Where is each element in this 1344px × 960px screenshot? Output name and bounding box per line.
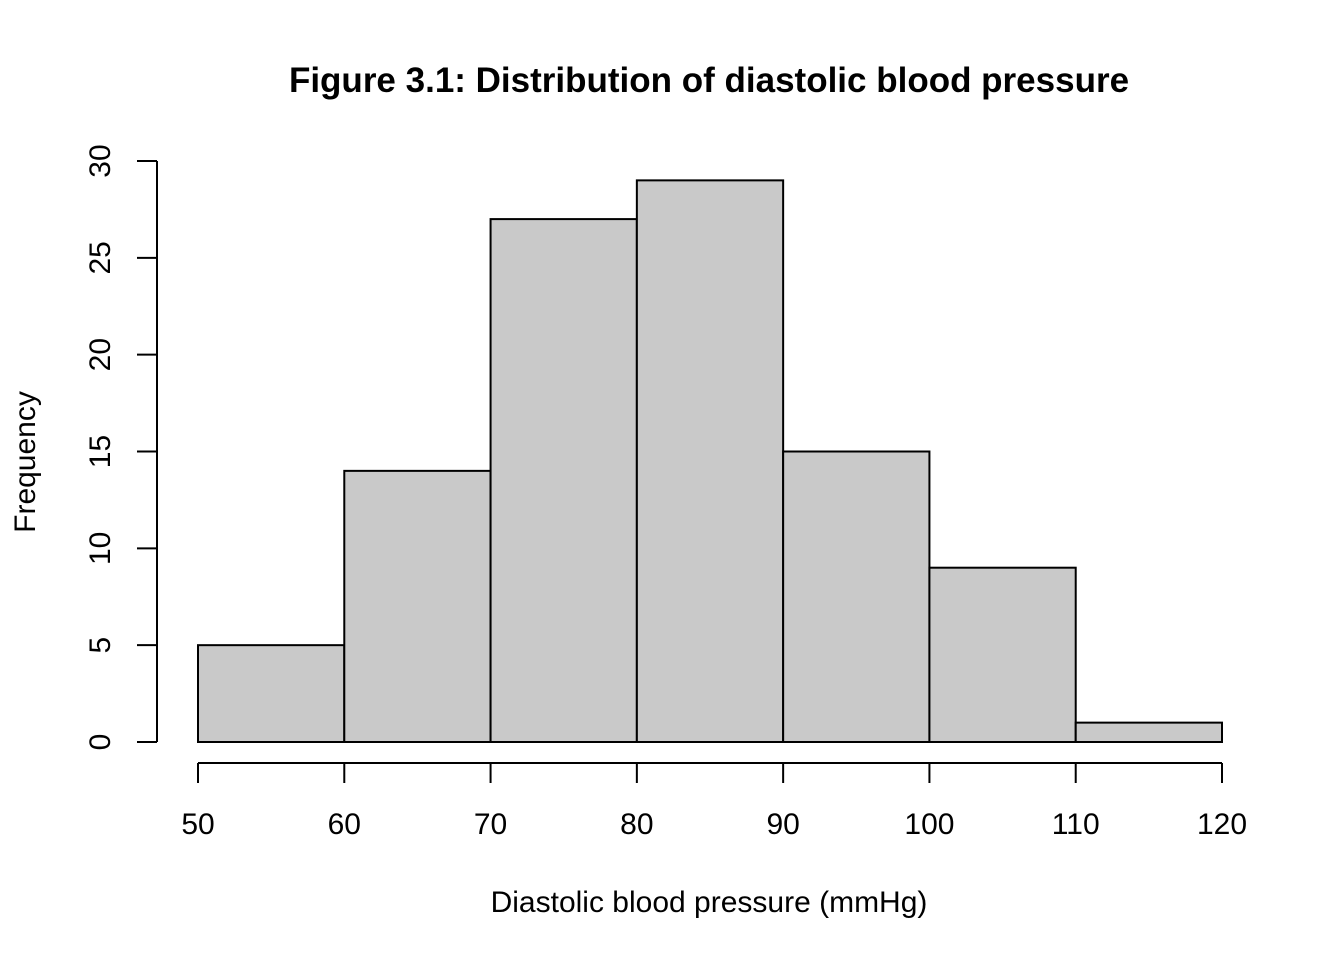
y-axis-label: Frequency <box>9 391 42 533</box>
x-tick-label-6: 110 <box>1052 808 1100 841</box>
x-tick-label-7: 120 <box>1197 808 1247 841</box>
y-tick-label-2: 10 <box>84 532 117 565</box>
x-tick-label-0: 50 <box>181 808 214 841</box>
histogram-bar-0 <box>197 644 346 744</box>
y-tick-label-1: 5 <box>84 637 117 654</box>
x-tick-label-5: 100 <box>904 808 954 841</box>
histogram-bar-4 <box>782 450 931 743</box>
y-tick-label-6: 30 <box>84 144 117 177</box>
y-tick-label-0: 0 <box>84 734 117 751</box>
y-tick-label-4: 20 <box>84 338 117 371</box>
x-tick-label-4: 90 <box>766 808 799 841</box>
histogram-bar-3 <box>635 179 785 744</box>
histogram-bar-6 <box>1074 721 1223 744</box>
x-tick-label-1: 60 <box>328 808 361 841</box>
y-tick-label-3: 15 <box>84 435 117 468</box>
chart-title: Figure 3.1: Distribution of diastolic bl… <box>289 61 1129 100</box>
histogram-bar-1 <box>343 469 492 743</box>
x-axis: 50 60 70 80 90 100 110 120 <box>181 762 1247 841</box>
x-axis-label: Diastolic blood pressure (mmHg) <box>491 886 928 919</box>
histogram-bar-5 <box>928 566 1077 744</box>
y-tick-label-5: 25 <box>84 241 117 274</box>
bars-group <box>197 179 1223 744</box>
histogram-bar-2 <box>489 218 638 744</box>
y-axis: 0 5 10 15 20 25 30 <box>84 144 158 751</box>
x-tick-label-3: 80 <box>620 808 653 841</box>
x-tick-label-2: 70 <box>474 808 507 841</box>
